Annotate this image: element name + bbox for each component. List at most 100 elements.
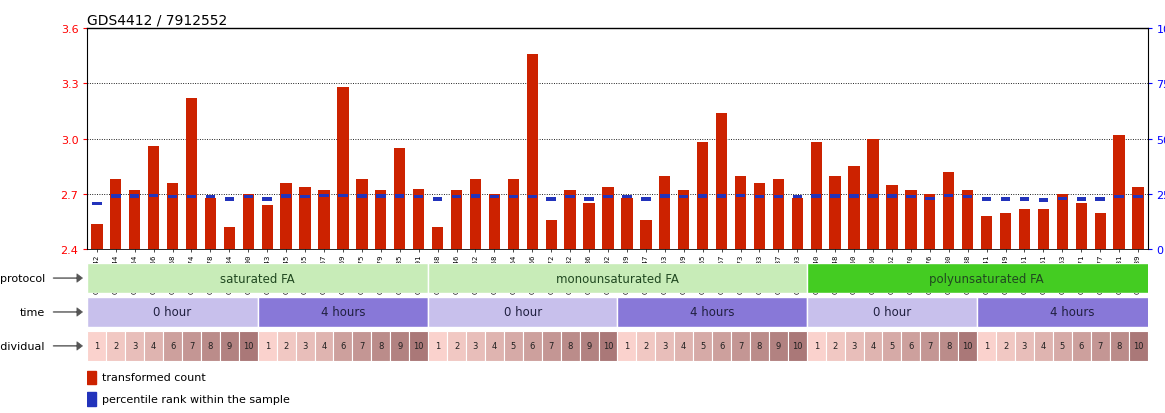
Text: 1: 1 xyxy=(813,342,819,351)
Bar xyxy=(546,198,556,202)
Bar xyxy=(868,139,878,250)
Text: individual: individual xyxy=(0,341,45,351)
Bar xyxy=(257,331,277,361)
Bar xyxy=(333,331,352,361)
Text: 3: 3 xyxy=(303,342,308,351)
Bar xyxy=(277,331,296,361)
Text: 9: 9 xyxy=(586,342,592,351)
Text: 4: 4 xyxy=(870,342,876,351)
Bar xyxy=(863,331,883,361)
Bar xyxy=(831,195,840,198)
Bar xyxy=(958,331,977,361)
Bar xyxy=(697,143,708,250)
Bar xyxy=(560,331,580,361)
Bar xyxy=(356,180,368,250)
Bar xyxy=(523,331,542,361)
Bar xyxy=(202,331,220,361)
Bar xyxy=(129,191,140,250)
Bar xyxy=(848,167,860,250)
Bar xyxy=(602,187,614,250)
Bar xyxy=(1058,197,1067,201)
Bar xyxy=(1057,195,1068,250)
Text: 0 hour: 0 hour xyxy=(154,306,192,319)
Bar xyxy=(1053,331,1072,361)
Text: 8: 8 xyxy=(757,342,762,351)
Bar xyxy=(395,195,404,198)
Bar xyxy=(338,195,347,198)
Bar xyxy=(829,176,841,250)
Bar xyxy=(545,221,557,250)
Bar xyxy=(261,206,273,250)
Bar xyxy=(433,198,443,202)
Bar xyxy=(1095,213,1106,250)
Bar xyxy=(296,331,315,361)
Bar xyxy=(888,195,897,198)
Text: 10: 10 xyxy=(414,342,424,351)
Bar xyxy=(87,371,97,384)
Bar xyxy=(205,198,217,250)
Bar xyxy=(149,195,158,198)
Text: 8: 8 xyxy=(946,342,952,351)
Bar xyxy=(301,195,310,199)
Bar xyxy=(982,198,991,202)
Bar xyxy=(1072,331,1090,361)
Bar xyxy=(167,183,178,250)
Bar xyxy=(299,187,311,250)
Bar xyxy=(750,331,769,361)
Bar xyxy=(807,297,977,327)
Bar xyxy=(732,331,750,361)
Bar xyxy=(92,202,101,206)
Bar xyxy=(599,331,617,361)
Text: 7: 7 xyxy=(189,342,195,351)
Bar xyxy=(206,195,216,199)
Bar xyxy=(769,331,788,361)
Text: 10: 10 xyxy=(602,342,613,351)
Bar xyxy=(944,173,954,250)
Bar xyxy=(452,195,461,199)
Bar xyxy=(257,297,429,327)
Bar xyxy=(826,331,845,361)
Bar xyxy=(944,195,953,198)
Bar xyxy=(1075,204,1087,250)
Bar xyxy=(617,331,636,361)
Text: 6: 6 xyxy=(909,342,913,351)
Bar xyxy=(471,195,480,198)
Bar xyxy=(144,331,163,361)
Text: 4 hours: 4 hours xyxy=(320,306,365,319)
Bar xyxy=(849,195,859,198)
Bar xyxy=(656,331,675,361)
Bar xyxy=(466,331,485,361)
Bar xyxy=(91,224,103,250)
Text: 8: 8 xyxy=(567,342,573,351)
Bar xyxy=(902,331,920,361)
Text: 2: 2 xyxy=(833,342,838,351)
Bar xyxy=(318,191,330,250)
Bar xyxy=(239,331,257,361)
Bar xyxy=(262,198,271,202)
Bar xyxy=(243,195,253,199)
Bar xyxy=(1019,209,1030,250)
Text: 6: 6 xyxy=(1079,342,1083,351)
Bar xyxy=(678,191,690,250)
Bar xyxy=(168,195,177,199)
Bar xyxy=(924,195,935,250)
Bar xyxy=(508,180,520,250)
Bar xyxy=(1109,331,1129,361)
Bar xyxy=(1038,209,1050,250)
Bar xyxy=(1129,331,1148,361)
Bar xyxy=(580,331,599,361)
Bar xyxy=(868,195,877,198)
Text: 7: 7 xyxy=(549,342,553,351)
Bar xyxy=(585,198,594,202)
Text: 7: 7 xyxy=(359,342,365,351)
Bar xyxy=(977,331,996,361)
Bar xyxy=(1134,195,1143,199)
Bar xyxy=(528,195,537,199)
Bar xyxy=(110,180,121,250)
Text: 2: 2 xyxy=(283,342,289,351)
Text: 4: 4 xyxy=(151,342,156,351)
Bar xyxy=(617,297,807,327)
Text: 10: 10 xyxy=(243,342,254,351)
Bar xyxy=(788,331,806,361)
Bar xyxy=(429,331,447,361)
